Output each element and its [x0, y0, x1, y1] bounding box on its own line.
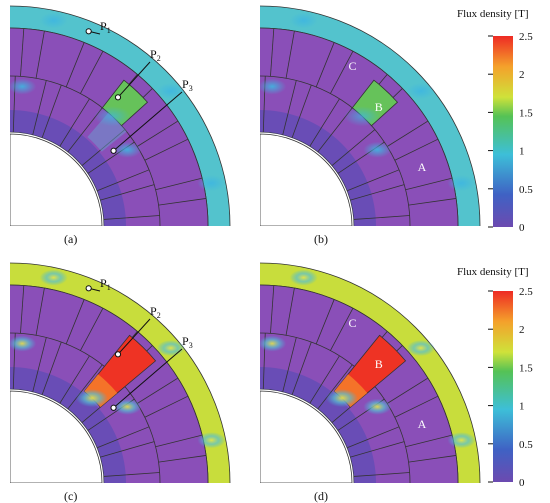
- panel-caption: (b): [314, 232, 328, 246]
- colorbar-top: Flux density [T] 2.5 2 1.5 1 0.5 0: [457, 8, 533, 234]
- colorbar-top-tick-label: 0.5: [519, 184, 533, 196]
- point-marker: [110, 404, 117, 411]
- panel-caption: (c): [64, 489, 77, 503]
- point-marker: [85, 285, 92, 292]
- point-leader: [117, 318, 151, 355]
- point-marker: [114, 94, 122, 101]
- colorbar-bottom-tick-label: 2: [519, 324, 525, 336]
- colorbar-top-tick-label: 2.5: [519, 31, 533, 43]
- point-label: P1: [100, 19, 111, 35]
- colorbar-bottom-tick-label: 1.5: [519, 362, 533, 374]
- region-label-a: A: [418, 417, 427, 431]
- magnet-ring: [260, 27, 459, 226]
- colorbar-bottom-tick-label: 2.5: [519, 286, 533, 298]
- point-leader: [113, 91, 183, 152]
- colorbar-top-title: Flux density [T]: [457, 8, 529, 20]
- colorbar-bottom-bar: [493, 291, 513, 482]
- point-label: P3: [182, 334, 193, 350]
- point-leader: [113, 348, 183, 409]
- colorbar-bottom-tick-label: 1: [519, 401, 525, 413]
- point-label: P1: [100, 276, 111, 292]
- leakage-spots: [10, 12, 226, 192]
- leakage-spots: [260, 12, 476, 192]
- region-label-c: C: [349, 59, 357, 73]
- point-label: P2: [150, 304, 161, 320]
- panel-b: (b) C B A: [260, 5, 481, 246]
- point-marker: [85, 28, 92, 35]
- point-label: P2: [150, 47, 161, 63]
- panel-d: (d) C B A: [260, 262, 481, 503]
- region-label-b: B: [375, 100, 383, 114]
- colorbar-top-tick-label: 2: [519, 69, 525, 81]
- shaft: [260, 390, 353, 483]
- point-marker: [114, 351, 122, 358]
- shaft: [10, 390, 103, 483]
- colorbar-top-bar: [493, 36, 513, 227]
- region-label-c: C: [349, 316, 357, 330]
- panel-a: (a) P1 P2 P3: [10, 5, 231, 246]
- colorbar-bottom-tick-label: 0: [519, 477, 525, 489]
- leakage-spots: [10, 269, 226, 449]
- colorbar-top-tick-label: 1.5: [519, 107, 533, 119]
- panel-caption: (a): [64, 232, 77, 246]
- colorbar-bottom-title: Flux density [T]: [457, 266, 529, 278]
- panel-caption: (d): [314, 489, 328, 503]
- colorbar-bottom-tick-label: 0.5: [519, 439, 533, 451]
- point-marker: [110, 147, 117, 154]
- shaft: [10, 133, 103, 226]
- colorbar-top-tick-label: 1: [519, 146, 525, 158]
- point-leader: [117, 61, 151, 98]
- colorbar-bottom: Flux density [T] 2.5 2 1.5 1 0.5 0: [457, 266, 533, 489]
- region-label-b: B: [375, 357, 383, 371]
- shaft: [260, 133, 353, 226]
- panel-c: (c) P1 P2 P3: [10, 262, 231, 503]
- point-label: P3: [182, 77, 193, 93]
- colorbar-top-tick-label: 0: [519, 222, 525, 234]
- region-label-a: A: [418, 160, 427, 174]
- leakage-spots: [260, 269, 476, 449]
